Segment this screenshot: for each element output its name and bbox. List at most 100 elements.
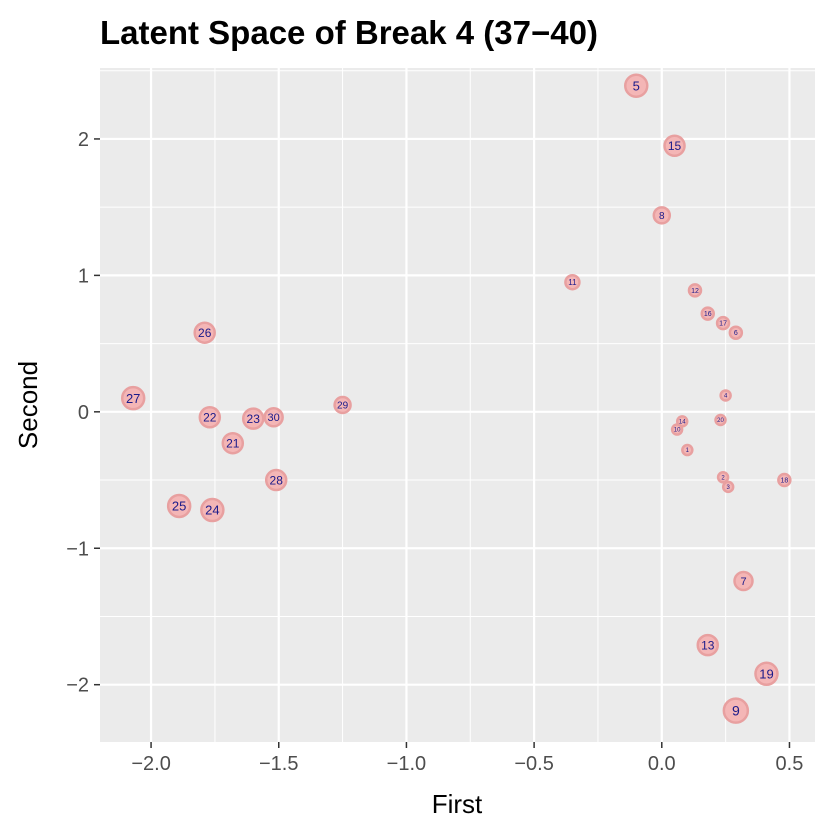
point-marker [264, 468, 288, 492]
point-marker [714, 413, 727, 427]
point-label: 15 [668, 139, 682, 153]
point-marker [624, 73, 649, 98]
point-marker [715, 315, 731, 331]
data-point-28: 28 [264, 468, 288, 492]
point-label: 2 [721, 475, 725, 481]
data-point-25: 25 [166, 493, 192, 519]
grid-lines [100, 68, 815, 742]
point-marker [221, 431, 245, 455]
data-point-10: 10 [670, 423, 684, 436]
point-label: 6 [734, 330, 738, 337]
point-marker [564, 273, 581, 291]
data-point-23: 23 [241, 407, 265, 430]
point-label: 25 [172, 499, 186, 514]
point-label: 11 [568, 278, 577, 287]
point-marker [333, 395, 352, 415]
point-marker [652, 206, 672, 225]
point-label: 18 [780, 478, 788, 485]
data-point-29: 29 [333, 395, 352, 415]
data-point-19: 19 [754, 661, 779, 687]
point-marker [166, 493, 192, 519]
point-marker [719, 389, 732, 402]
data-point-5: 5 [624, 73, 649, 98]
x-axis-title: First [432, 789, 483, 819]
point-label: 20 [717, 418, 724, 424]
point-label: 5 [633, 78, 640, 93]
point-marker [716, 471, 730, 484]
data-point-17: 17 [715, 315, 731, 331]
point-marker [663, 134, 686, 158]
point-marker [721, 480, 735, 494]
point-label: 24 [205, 503, 219, 518]
point-label: 8 [659, 211, 665, 222]
data-point-18: 18 [777, 472, 792, 488]
point-marker [263, 407, 284, 428]
chart-title: Latent Space of Break 4 (37−40) [100, 14, 598, 51]
data-point-6: 6 [728, 325, 744, 340]
data-point-3: 3 [721, 480, 735, 494]
point-label: 1 [686, 448, 690, 454]
point-label: 21 [226, 437, 240, 451]
point-label: 28 [270, 473, 284, 487]
x-tick-label: −1.5 [259, 753, 298, 775]
data-point-27: 27 [120, 385, 146, 411]
x-tick-label: 0.0 [648, 753, 676, 775]
point-label: 3 [727, 485, 731, 491]
point-marker [722, 697, 750, 724]
data-point-7: 7 [733, 570, 754, 592]
point-label: 4 [724, 394, 728, 400]
point-marker [777, 472, 792, 488]
data-point-20: 20 [714, 413, 727, 427]
point-label: 7 [740, 576, 746, 588]
y-tick-label: 2 [78, 129, 89, 151]
data-point-15: 15 [663, 134, 686, 158]
x-tick-label: 0.5 [776, 753, 804, 775]
data-point-8: 8 [652, 206, 672, 225]
point-marker [687, 283, 703, 298]
x-tick-label: −2.0 [131, 753, 170, 775]
point-label: 29 [337, 401, 349, 412]
data-point-22: 22 [198, 406, 222, 429]
point-marker [193, 321, 216, 344]
point-label: 10 [674, 428, 681, 434]
point-marker [733, 570, 754, 592]
point-label: 22 [203, 411, 217, 425]
data-point-2: 2 [716, 471, 730, 484]
point-marker [681, 443, 694, 457]
data-point-30: 30 [263, 407, 284, 428]
y-axis-title: Second [13, 361, 43, 449]
data-point-12: 12 [687, 283, 703, 298]
point-label: 16 [704, 311, 712, 318]
y-tick-label: −2 [66, 675, 89, 697]
x-tick-label: −1.0 [387, 753, 426, 775]
point-label: 14 [679, 420, 686, 426]
point-marker [241, 407, 265, 430]
data-point-21: 21 [221, 431, 245, 455]
y-tick-label: 1 [78, 265, 89, 287]
plot-panel [100, 68, 815, 742]
y-tick-label: −1 [66, 538, 89, 560]
point-label: 23 [247, 412, 261, 426]
point-label: 13 [701, 638, 715, 652]
point-marker [670, 423, 684, 436]
x-tick-label: −0.5 [514, 753, 553, 775]
point-label: 17 [719, 321, 727, 328]
point-marker [728, 325, 744, 340]
point-marker [198, 406, 222, 429]
point-marker [700, 306, 715, 321]
point-marker [200, 497, 225, 523]
point-label: 19 [759, 666, 773, 681]
data-point-11: 11 [564, 273, 581, 291]
point-label: 30 [268, 412, 280, 424]
point-label: 26 [198, 326, 212, 340]
point-label: 12 [691, 288, 699, 295]
data-point-24: 24 [200, 497, 225, 523]
data-point-4: 4 [719, 389, 732, 402]
point-label: 9 [732, 703, 740, 719]
point-label: 27 [126, 391, 140, 406]
data-point-13: 13 [696, 633, 719, 657]
